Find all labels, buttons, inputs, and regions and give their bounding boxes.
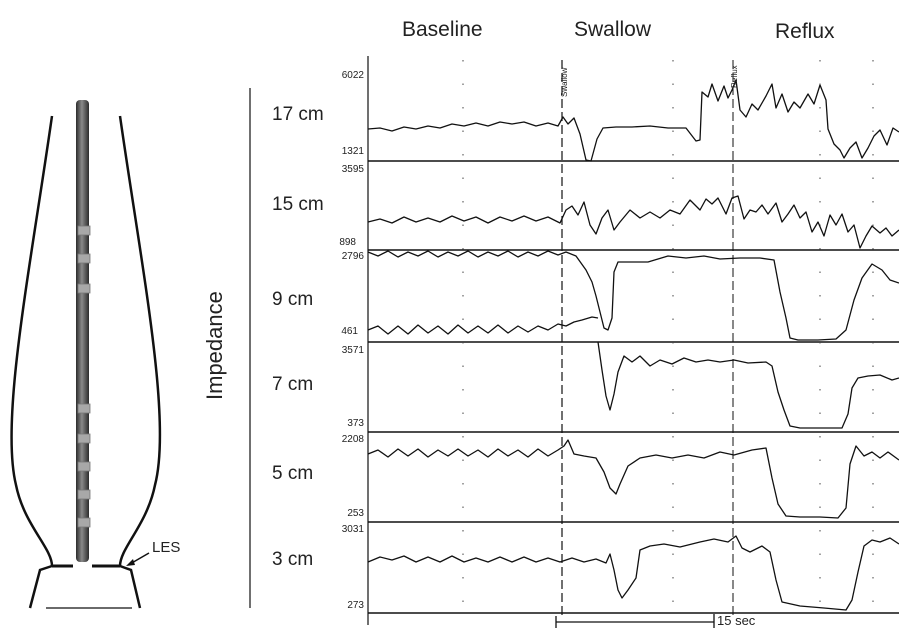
tick-17cm-min: 1321	[341, 146, 364, 157]
grid-dots	[462, 60, 874, 613]
swallow-marker-label: Swallow	[560, 67, 569, 97]
channel-label-17cm: 17 cm	[272, 104, 324, 125]
tick-15cm-min: 898	[339, 237, 356, 248]
impedance-axis-label: Impedance	[202, 291, 227, 400]
channel-label-15cm: 15 cm	[272, 194, 324, 215]
tick-5cm-max: 2208	[341, 434, 364, 445]
tick-3cm-max: 3031	[341, 524, 364, 535]
channel-label-7cm: 7 cm	[272, 374, 314, 395]
trace-5cm	[367, 439, 899, 519]
tick-7cm-max: 3571	[341, 345, 364, 356]
header-reflux: Reflux	[775, 20, 835, 43]
channel-label-3cm: 3 cm	[272, 549, 314, 570]
trace-15cm	[367, 195, 899, 249]
trace-3cm	[367, 535, 899, 611]
header-baseline: Baseline	[402, 18, 483, 41]
trace-9cm	[367, 250, 899, 341]
catheter-sensors	[77, 225, 91, 528]
header-swallow: Swallow	[574, 18, 652, 41]
reflux-marker-label: Reflux	[730, 65, 739, 88]
tick-3cm-min: 273	[347, 600, 364, 611]
catheter	[76, 100, 89, 562]
les-label: LES	[152, 539, 181, 556]
tick-9cm-min: 461	[341, 326, 358, 337]
esophagus-right-wall	[118, 115, 162, 567]
esophagus-left-wall	[10, 115, 54, 567]
trace-7cm	[597, 341, 899, 429]
channel-baselines	[368, 160, 899, 614]
tick-9cm-max: 2796	[341, 251, 364, 262]
impedance-traces	[367, 79, 899, 611]
channel-label-9cm: 9 cm	[272, 289, 314, 310]
tick-5cm-min: 253	[347, 508, 364, 519]
channel-label-5cm: 5 cm	[272, 463, 314, 484]
trace-17cm	[367, 79, 899, 162]
tick-17cm-max: 6022	[341, 70, 364, 81]
tick-15cm-max: 3595	[341, 164, 364, 175]
time-scale-label: 15 sec	[717, 613, 756, 628]
tick-7cm-min: 373	[347, 418, 364, 429]
time-scale-bar	[555, 614, 715, 628]
